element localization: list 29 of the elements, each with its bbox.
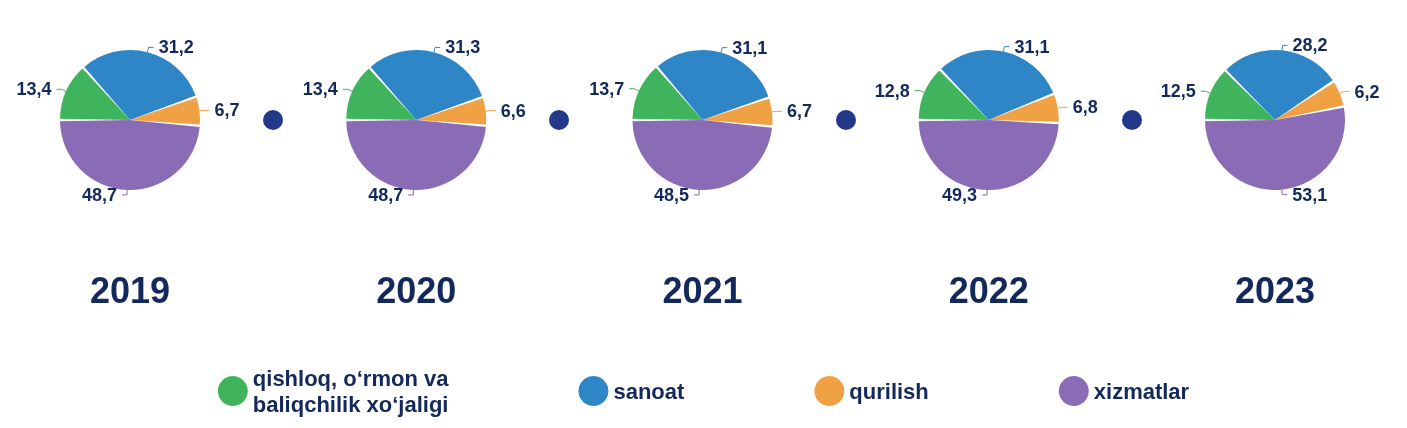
data-label: 12,5 bbox=[1160, 81, 1196, 102]
legend-label: xizmatlar bbox=[1093, 378, 1190, 404]
data-label: 48,7 bbox=[368, 184, 404, 205]
data-label: 6,8 bbox=[1072, 97, 1098, 118]
data-label: 48,5 bbox=[653, 184, 689, 205]
data-label: 31,3 bbox=[445, 37, 481, 58]
slice-label: 2023 bbox=[1234, 269, 1316, 311]
data-label: 28,2 bbox=[1292, 35, 1328, 56]
legend-label: qurilish bbox=[849, 378, 929, 404]
legend-label: sanoat bbox=[613, 378, 686, 404]
data-label: 13,4 bbox=[302, 79, 338, 100]
data-label: 6,7 bbox=[786, 101, 813, 122]
data-label: 31,1 bbox=[732, 37, 768, 58]
data-label: 12,8 bbox=[874, 80, 910, 101]
legend-label: qishloq, o‘rmon va baliqchilik xo‘jaligi bbox=[252, 365, 450, 417]
data-label: 31,2 bbox=[158, 37, 194, 58]
slice-label: 2019 bbox=[89, 269, 171, 311]
slice-label: 2022 bbox=[948, 269, 1029, 311]
data-label: 6,7 bbox=[214, 100, 240, 121]
slice-label: 2021 bbox=[662, 269, 743, 311]
data-label: 13,4 bbox=[16, 79, 52, 100]
data-label: 13,7 bbox=[589, 78, 625, 99]
slice-label: 2020 bbox=[376, 269, 457, 311]
data-label: 49,3 bbox=[942, 184, 978, 205]
data-label: 6,2 bbox=[1354, 81, 1380, 102]
data-label: 53,1 bbox=[1292, 184, 1328, 205]
data-label: 48,7 bbox=[81, 184, 117, 205]
data-label: 31,1 bbox=[1014, 36, 1050, 57]
data-label: 6,6 bbox=[500, 100, 526, 121]
